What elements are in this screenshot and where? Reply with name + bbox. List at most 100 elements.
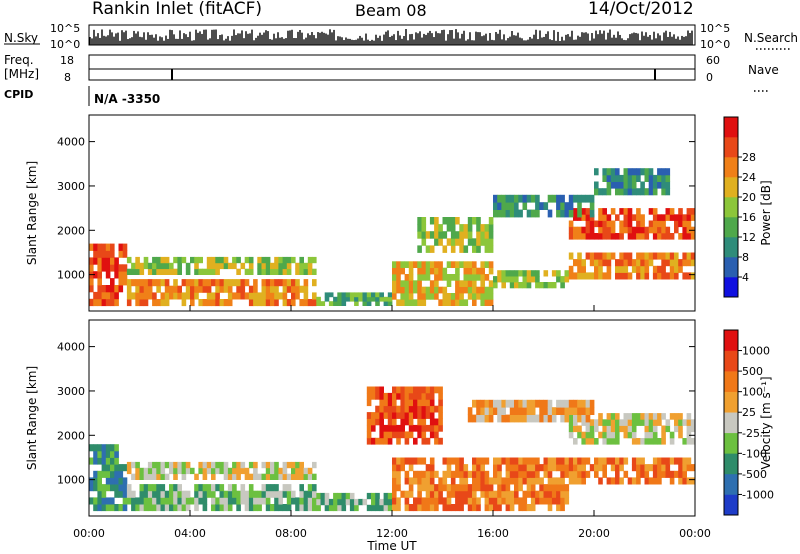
data-cell [598,252,603,260]
data-cell [581,457,586,465]
data-cell [211,299,216,307]
data-cell [417,293,422,300]
data-cell [396,386,401,394]
data-cell [147,504,153,512]
data-cell [97,257,102,265]
data-cell [535,282,540,289]
data-cell [657,457,662,465]
data-cell [417,490,422,498]
data-cell [442,299,448,306]
data-cell [472,484,477,492]
colorbar-swatch [724,391,738,413]
data-cell [564,484,570,492]
data-cell [375,405,380,413]
data-cell [678,477,683,485]
data-cell [497,209,502,218]
data-cell [539,282,544,289]
data-cell [623,226,629,234]
data-cell [652,214,658,221]
data-cell [488,267,494,275]
data-cell [379,431,384,439]
data-cell [564,470,570,478]
data-cell [459,245,464,253]
data-cell [476,274,481,281]
data-cell [598,259,603,267]
data-cell [244,256,250,264]
data-cell [211,467,216,475]
data-cell [682,259,687,267]
data-cell [286,497,292,505]
data-cell [434,431,439,439]
data-cell [450,470,456,478]
data-cell [526,282,532,289]
data-cell [669,457,675,465]
data-cell [417,231,422,239]
data-cell [97,264,102,272]
data-cell [522,497,528,505]
data-cell [682,226,687,234]
data-cell [568,220,574,228]
data-cell [497,504,502,512]
data-cell [648,413,654,420]
data-cell [417,245,422,253]
data-cell [627,259,633,267]
data-cell [114,470,119,478]
data-cell [526,457,532,465]
data-cell [610,413,616,420]
data-cell [164,262,170,270]
data-cell [244,268,250,275]
data-cell [450,490,456,498]
data-cell [143,467,149,475]
data-cell [480,457,485,465]
data-cell [387,392,393,400]
data-cell [236,473,241,480]
data-cell [97,484,102,492]
data-cell [392,280,397,287]
data-cell [598,226,603,234]
data-cell [518,457,523,465]
data-cell [493,470,498,478]
data-cell [509,202,515,210]
data-cell [631,214,637,221]
data-cell [404,504,410,512]
data-cell [476,238,481,246]
data-cell [164,256,170,264]
data-cell [581,477,586,485]
data-cell [206,268,212,275]
data-cell [286,484,292,492]
data-cell [408,261,414,268]
data-cell [408,418,414,426]
data-cell [190,292,195,300]
data-cell [404,274,410,281]
data-cell [657,438,662,445]
data-cell [396,457,401,465]
data-cell [657,181,662,189]
data-cell [198,279,203,287]
colorbar-swatch [724,453,738,475]
data-cell [484,299,490,306]
data-cell [286,473,292,480]
data-cell [530,414,536,423]
data-cell [366,412,372,419]
data-cell [690,464,696,472]
nsearch-label: N.Search [744,31,798,45]
data-cell [177,490,182,498]
data-cell [661,226,666,234]
data-cell [644,252,650,260]
data-cell [345,492,351,500]
data-cell [665,233,671,240]
data-cell [244,467,250,475]
data-cell [450,504,456,512]
data-cell [463,280,469,287]
data-cell [413,399,418,407]
data-cell [383,412,389,419]
data-cell [606,252,612,260]
data-cell [177,467,182,475]
data-cell [93,457,98,465]
data-cell [547,399,553,408]
data-cell [442,245,448,253]
data-cell [122,271,128,279]
colorbar-tick-label: 1000 [742,345,770,358]
data-cell [560,282,565,289]
data-cell [686,413,692,420]
